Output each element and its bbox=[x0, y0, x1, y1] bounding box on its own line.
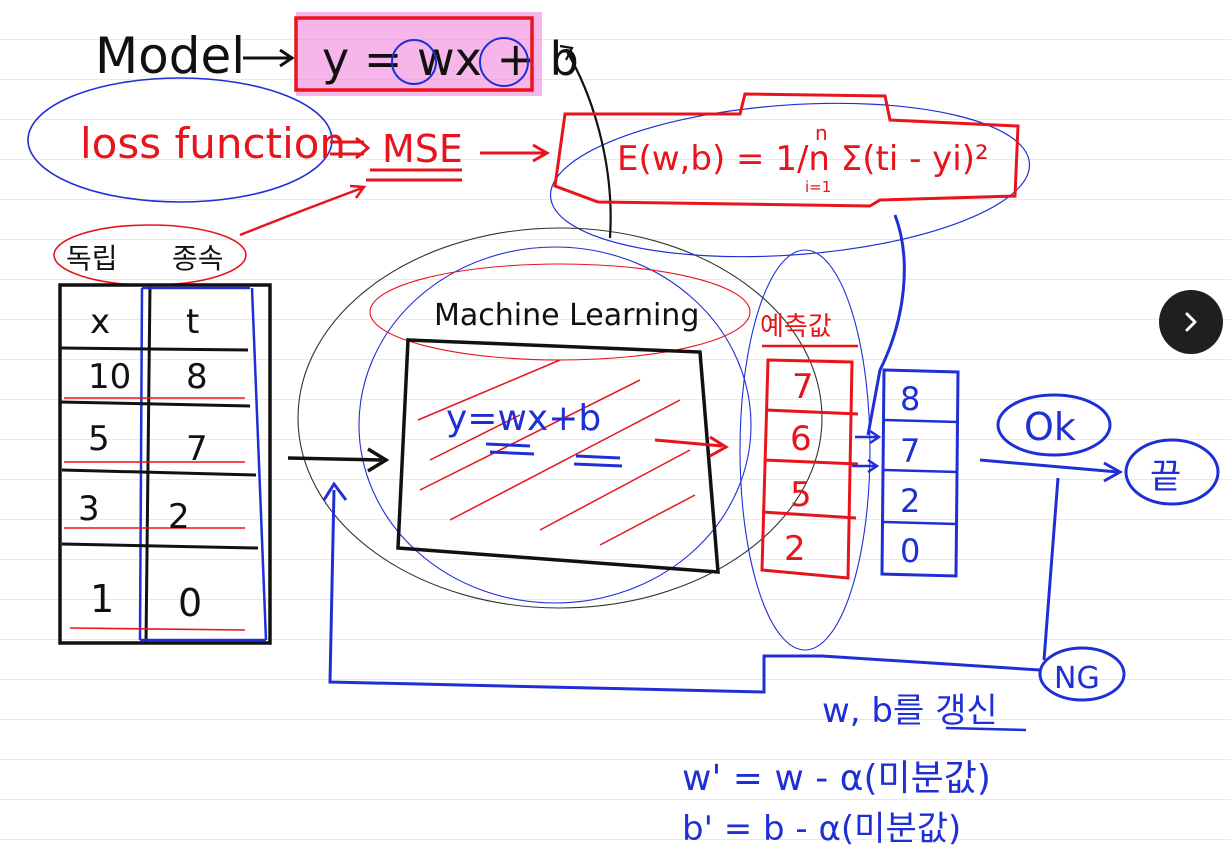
end-label: 끝 bbox=[1150, 457, 1181, 497]
feedback-loop bbox=[330, 490, 1040, 692]
col-t-label: t bbox=[186, 302, 199, 342]
sum-lower-limit: i=1 bbox=[805, 178, 831, 196]
ng-branch-line bbox=[1044, 478, 1058, 660]
ml-box bbox=[398, 340, 718, 572]
target-4: 0 bbox=[900, 532, 920, 570]
ml-output-arrow bbox=[655, 440, 722, 446]
update-label: w, b를 갱신 bbox=[822, 691, 998, 731]
formula-lasso bbox=[545, 88, 1034, 271]
w-underline bbox=[486, 444, 530, 446]
cell-t-3: 2 bbox=[168, 497, 190, 537]
chevron-right-icon bbox=[1179, 310, 1203, 334]
target-2: 7 bbox=[900, 432, 920, 470]
mse-label: MSE bbox=[382, 127, 463, 171]
prediction-label: 예측값 bbox=[760, 312, 832, 342]
prediction-4: 2 bbox=[784, 529, 806, 569]
prediction-1: 7 bbox=[792, 367, 814, 407]
target-1: 8 bbox=[900, 380, 920, 418]
t-column-highlight bbox=[140, 288, 142, 640]
prediction-2: 6 bbox=[790, 419, 812, 459]
b-update-rule: b' = b - α(미분값) bbox=[682, 809, 961, 849]
formula-to-target-line bbox=[868, 215, 904, 435]
sum-upper-limit: n bbox=[815, 121, 828, 145]
loss-label: loss function bbox=[80, 119, 346, 168]
ml-hatching bbox=[418, 360, 695, 545]
ml-title: Machine Learning bbox=[434, 298, 699, 333]
table-to-mse-arrow bbox=[240, 188, 362, 235]
cell-x-4: 1 bbox=[90, 577, 114, 621]
cell-x-3: 3 bbox=[78, 489, 100, 529]
b-underline bbox=[576, 456, 620, 458]
ml-equation: y=wx+b bbox=[446, 398, 601, 439]
next-page-button[interactable] bbox=[1159, 290, 1223, 354]
header-dependent: 종속 bbox=[172, 242, 224, 275]
input-arrow bbox=[288, 458, 382, 460]
ng-label: NG bbox=[1054, 661, 1100, 696]
loss-formula: E(w,b) = 1/n Σ(ti - yi)² bbox=[617, 139, 989, 179]
cell-t-2: 7 bbox=[186, 429, 208, 469]
cell-t-4: 0 bbox=[178, 581, 202, 625]
cell-x-1: 10 bbox=[88, 357, 131, 397]
cell-t-1: 8 bbox=[186, 357, 208, 397]
model-label: Model bbox=[95, 27, 245, 85]
model-equation: y = wx + b bbox=[322, 32, 579, 86]
target-3: 2 bbox=[900, 482, 920, 520]
prediction-3: 5 bbox=[790, 475, 812, 515]
cell-x-2: 5 bbox=[88, 419, 110, 459]
ok-label: Ok bbox=[1024, 405, 1076, 449]
ok-arrow bbox=[980, 460, 1118, 472]
col-x-label: x bbox=[90, 302, 110, 342]
header-independent: 독립 bbox=[66, 242, 118, 275]
w-update-rule: w' = w - α(미분값) bbox=[682, 758, 991, 799]
